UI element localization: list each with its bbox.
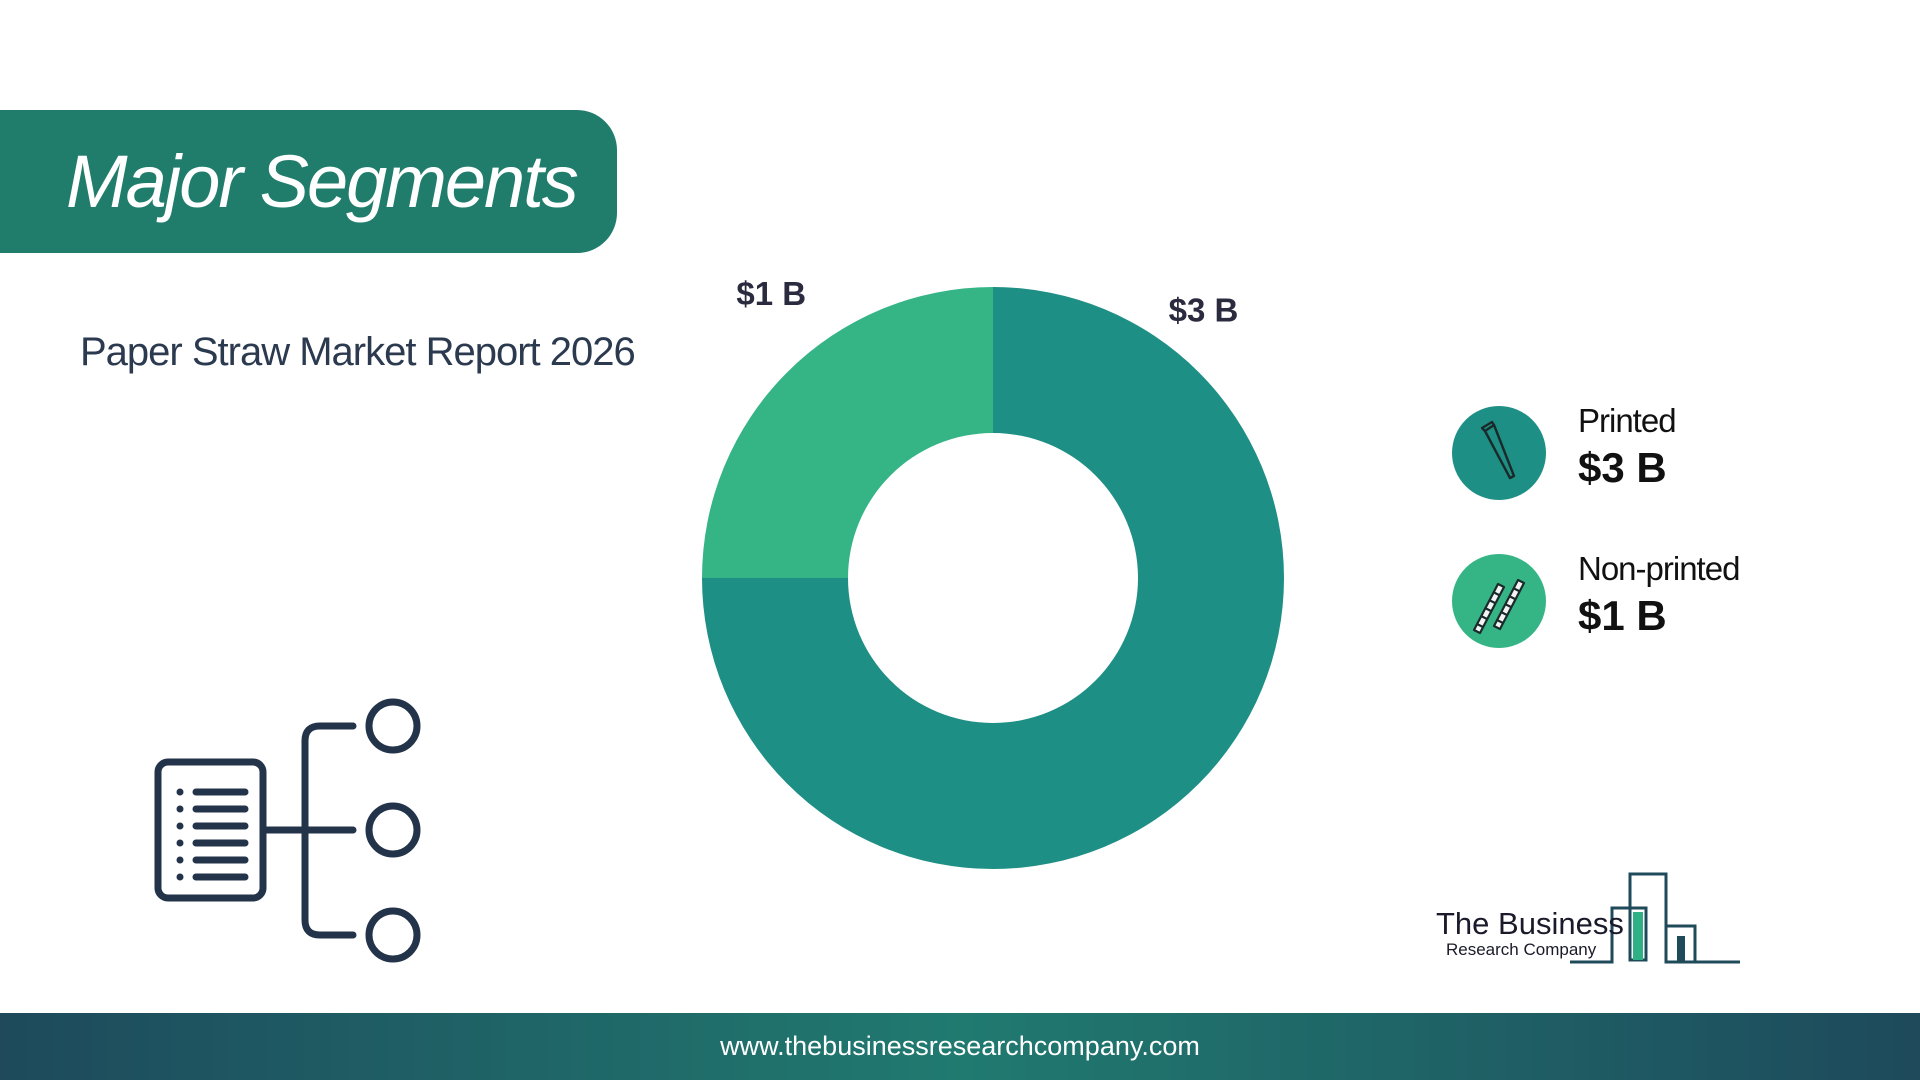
- title-banner: Major Segments: [0, 110, 617, 253]
- footer-bar: www.thebusinessresearchcompany.com: [0, 1013, 1920, 1080]
- report-subtitle: Paper Straw Market Report 2026: [80, 330, 636, 374]
- legend-label-printed: Printed: [1578, 402, 1677, 439]
- donut-slice-non-printed: [702, 287, 993, 578]
- donut-slice-printed: [702, 287, 1284, 869]
- logo-text-line1: The Business: [1436, 906, 1624, 941]
- logo-text-line2: Research Company: [1446, 940, 1597, 959]
- segments-hierarchy-icon: [154, 698, 421, 963]
- data-label-non-printed: $1 B: [736, 275, 806, 312]
- footer-url-link[interactable]: www.thebusinessresearchcompany.com: [720, 1031, 1200, 1061]
- logo-buildings-icon: [1570, 872, 1740, 964]
- striped-straws-icon: [1452, 554, 1546, 648]
- page-title: Major Segments: [66, 140, 579, 223]
- data-label-printed: $3 B: [1169, 291, 1239, 328]
- company-logo: The Business Research Company: [1430, 870, 1750, 970]
- donut-chart: $3 B $1 B: [702, 275, 1284, 869]
- legend-label-non-printed: Non-printed: [1578, 550, 1740, 587]
- bent-straw-icon: [1452, 406, 1546, 500]
- legend-value-non-printed: $1 B: [1578, 592, 1667, 639]
- legend-value-printed: $3 B: [1578, 444, 1667, 491]
